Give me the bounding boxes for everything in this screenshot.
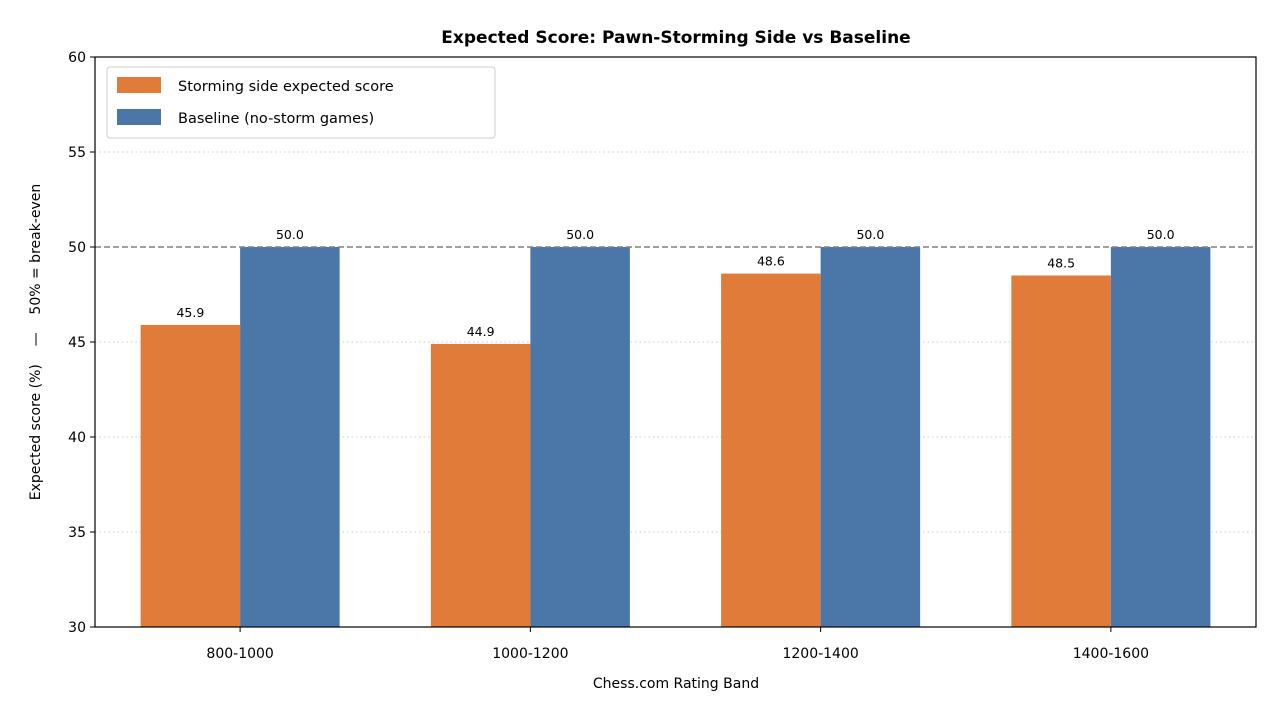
y-tick-label: 50 bbox=[68, 240, 86, 256]
legend: Storming side expected score Baseline (no… bbox=[106, 66, 496, 139]
legend-label: Baseline (no-storm games) bbox=[178, 111, 374, 127]
y-axis-label: Expected score (%) — 50% = break-even bbox=[28, 184, 44, 500]
data-labels: 45.9 50.0 44.9 50.0 48.6 50.0 48.5 50.0 bbox=[176, 227, 1174, 339]
y-axis-ticks: 30 35 40 45 50 55 60 bbox=[68, 50, 95, 636]
x-tick-label: 800-1000 bbox=[206, 646, 273, 662]
x-axis-ticks: 800-1000 1000-1200 1200-1400 1400-1600 bbox=[206, 627, 1149, 662]
x-axis-label: Chess.com Rating Band bbox=[593, 676, 759, 692]
x-tick-label: 1000-1200 bbox=[492, 646, 568, 662]
bar bbox=[820, 247, 921, 627]
data-label: 48.5 bbox=[1047, 256, 1075, 271]
data-label: 44.9 bbox=[467, 324, 495, 339]
legend-swatch bbox=[117, 77, 161, 93]
x-tick-label: 1200-1400 bbox=[782, 646, 858, 662]
data-label: 50.0 bbox=[276, 227, 304, 242]
bar bbox=[240, 247, 340, 627]
data-label: 45.9 bbox=[176, 305, 204, 320]
y-tick-label: 30 bbox=[68, 620, 86, 636]
bar bbox=[140, 324, 241, 627]
data-label: 50.0 bbox=[1147, 227, 1175, 242]
x-tick-label: 1400-1600 bbox=[1073, 646, 1149, 662]
data-label: 50.0 bbox=[566, 227, 594, 242]
y-tick-label: 60 bbox=[68, 50, 86, 66]
bar bbox=[1011, 275, 1111, 627]
legend-label: Storming side expected score bbox=[178, 79, 394, 95]
bar bbox=[721, 273, 821, 627]
chart-title: Expected Score: Pawn-Storming Side vs Ba… bbox=[441, 28, 910, 48]
y-tick-label: 40 bbox=[68, 430, 86, 446]
data-label: 48.6 bbox=[757, 254, 785, 269]
y-tick-label: 35 bbox=[68, 525, 86, 541]
bar bbox=[1110, 247, 1211, 627]
bars bbox=[140, 247, 1211, 627]
legend-box bbox=[106, 66, 496, 139]
y-tick-label: 45 bbox=[68, 335, 86, 351]
y-tick-label: 55 bbox=[68, 145, 86, 161]
legend-swatch bbox=[117, 109, 161, 125]
bar bbox=[430, 343, 531, 627]
bar bbox=[530, 247, 630, 627]
data-label: 50.0 bbox=[856, 227, 884, 242]
